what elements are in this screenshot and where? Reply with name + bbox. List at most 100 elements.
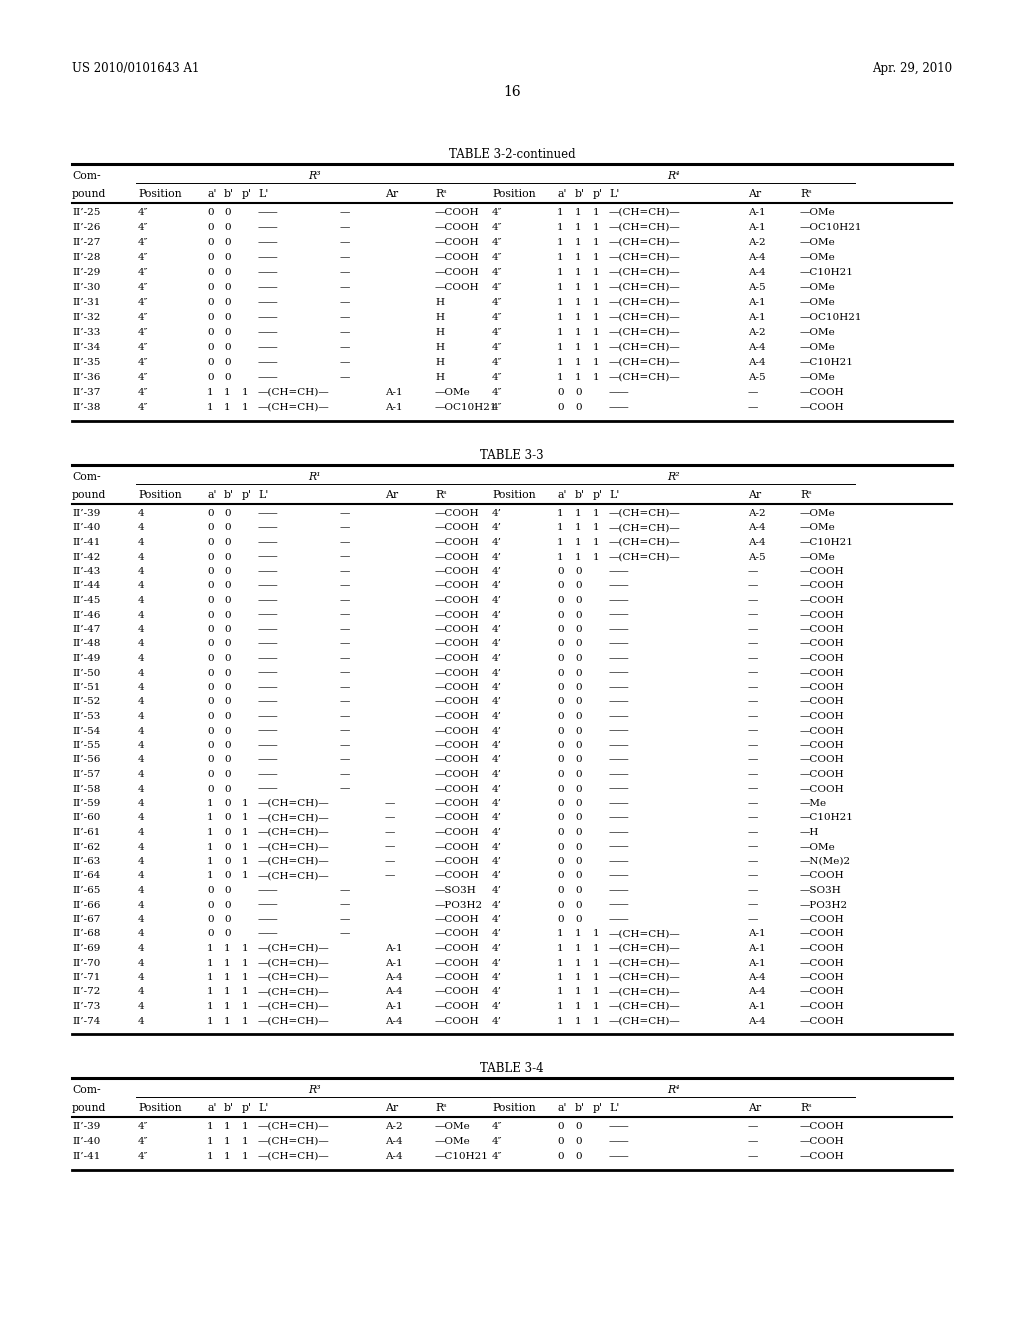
Text: 4: 4: [138, 510, 144, 517]
Text: —(CH=CH)—: —(CH=CH)—: [609, 958, 681, 968]
Text: Ar: Ar: [385, 1104, 398, 1113]
Text: TABLE 3-3: TABLE 3-3: [480, 449, 544, 462]
Text: —: —: [340, 510, 350, 517]
Text: Rˢ: Rˢ: [800, 189, 812, 199]
Text: 4: 4: [138, 799, 144, 808]
Text: 4: 4: [138, 1002, 144, 1011]
Text: ——: ——: [258, 755, 279, 764]
Text: p': p': [593, 490, 603, 500]
Text: —OMe: —OMe: [800, 298, 836, 308]
Text: 0: 0: [224, 582, 230, 590]
Text: II’-64: II’-64: [72, 871, 100, 880]
Text: 0: 0: [224, 268, 230, 277]
Text: II’-62: II’-62: [72, 842, 100, 851]
Text: 1: 1: [593, 282, 600, 292]
Text: —COOH: —COOH: [435, 770, 479, 779]
Text: ——: ——: [258, 524, 279, 532]
Text: —: —: [340, 253, 350, 261]
Text: 0: 0: [575, 1122, 582, 1131]
Text: II’-48: II’-48: [72, 639, 100, 648]
Text: ——: ——: [258, 653, 279, 663]
Text: II’-30: II’-30: [72, 282, 100, 292]
Text: 4: 4: [138, 944, 144, 953]
Text: —Me: —Me: [800, 799, 827, 808]
Text: 4″: 4″: [138, 343, 148, 352]
Text: II’-50: II’-50: [72, 668, 100, 677]
Text: —: —: [748, 871, 759, 880]
Text: 0: 0: [207, 697, 214, 706]
Text: 1: 1: [593, 553, 600, 561]
Text: II’-32: II’-32: [72, 313, 100, 322]
Text: 0: 0: [224, 711, 230, 721]
Text: ——: ——: [258, 282, 279, 292]
Text: R¹: R¹: [307, 473, 321, 482]
Text: 1: 1: [557, 929, 563, 939]
Text: 0: 0: [575, 711, 582, 721]
Text: —: —: [748, 653, 759, 663]
Text: —OC10H21: —OC10H21: [800, 313, 862, 322]
Text: —: —: [340, 313, 350, 322]
Text: 1: 1: [242, 799, 249, 808]
Text: 4’: 4’: [492, 842, 502, 851]
Text: 1: 1: [207, 813, 214, 822]
Text: 0: 0: [207, 298, 214, 308]
Text: —: —: [340, 697, 350, 706]
Text: ——: ——: [258, 223, 279, 232]
Text: 4’: 4’: [492, 755, 502, 764]
Text: ——: ——: [258, 915, 279, 924]
Text: —OMe: —OMe: [800, 374, 836, 381]
Text: 0: 0: [207, 568, 214, 576]
Text: —COOH: —COOH: [800, 1002, 845, 1011]
Text: 4: 4: [138, 900, 144, 909]
Text: 1: 1: [242, 388, 249, 397]
Text: 4: 4: [138, 770, 144, 779]
Text: —: —: [748, 582, 759, 590]
Text: —OMe: —OMe: [800, 343, 836, 352]
Text: —COOH: —COOH: [435, 973, 479, 982]
Text: —: —: [748, 857, 759, 866]
Text: ——: ——: [609, 741, 630, 750]
Text: II’-53: II’-53: [72, 711, 100, 721]
Text: ——: ——: [609, 610, 630, 619]
Text: 4: 4: [138, 915, 144, 924]
Text: 1: 1: [207, 828, 214, 837]
Text: TABLE 3-2-continued: TABLE 3-2-continued: [449, 148, 575, 161]
Text: L': L': [258, 1104, 268, 1113]
Text: ——: ——: [258, 900, 279, 909]
Text: 4’: 4’: [492, 668, 502, 677]
Text: II’-57: II’-57: [72, 770, 100, 779]
Text: 4: 4: [138, 524, 144, 532]
Text: 4: 4: [138, 553, 144, 561]
Text: —COOH: —COOH: [435, 828, 479, 837]
Text: A-4: A-4: [748, 358, 766, 367]
Text: 1: 1: [593, 327, 600, 337]
Text: —COOH: —COOH: [800, 944, 845, 953]
Text: —COOH: —COOH: [435, 842, 479, 851]
Text: —: —: [748, 403, 759, 412]
Text: —COOH: —COOH: [435, 524, 479, 532]
Text: 4″: 4″: [492, 358, 503, 367]
Text: —COOH: —COOH: [435, 668, 479, 677]
Text: —COOH: —COOH: [435, 799, 479, 808]
Text: —OMe: —OMe: [800, 238, 836, 247]
Text: —(CH=CH)—: —(CH=CH)—: [609, 553, 681, 561]
Text: II’-29: II’-29: [72, 268, 100, 277]
Text: II’-56: II’-56: [72, 755, 100, 764]
Text: —: —: [340, 653, 350, 663]
Text: ——: ——: [258, 253, 279, 261]
Text: —COOH: —COOH: [435, 639, 479, 648]
Text: 4’: 4’: [492, 682, 502, 692]
Text: —H: —H: [800, 828, 819, 837]
Text: 4″: 4″: [492, 253, 503, 261]
Text: —OMe: —OMe: [800, 253, 836, 261]
Text: p': p': [242, 189, 252, 199]
Text: 0: 0: [557, 388, 563, 397]
Text: ——: ——: [609, 624, 630, 634]
Text: II’-73: II’-73: [72, 1002, 100, 1011]
Text: R⁴: R⁴: [668, 172, 680, 181]
Text: 0: 0: [575, 871, 582, 880]
Text: —COOH: —COOH: [435, 238, 479, 247]
Text: Ar: Ar: [385, 490, 398, 500]
Text: II’-59: II’-59: [72, 799, 100, 808]
Text: —COOH: —COOH: [800, 915, 845, 924]
